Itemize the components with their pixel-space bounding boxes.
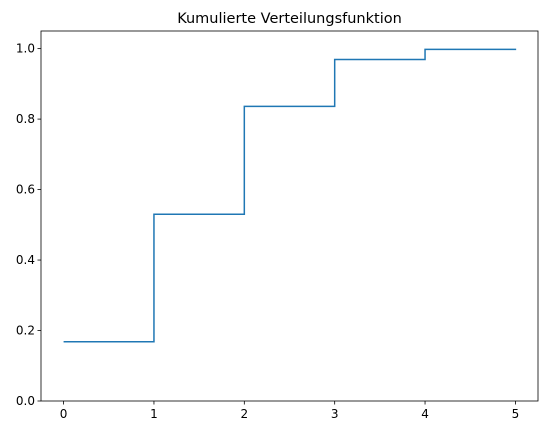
series-layer	[63, 48, 517, 343]
y-tick-label: 0.6	[16, 183, 35, 197]
y-tick-label: 0.2	[16, 324, 35, 338]
x-tick-label: 4	[421, 407, 429, 421]
x-tick-label: 1	[150, 407, 158, 421]
x-tick-label: 3	[331, 407, 339, 421]
x-tick-label: 2	[240, 407, 248, 421]
x-tick-label: 5	[512, 407, 520, 421]
plot-frame	[40, 30, 539, 402]
y-tick-label: 1.0	[16, 42, 35, 56]
x-axis: 0 1 2 3 4 5	[60, 401, 519, 421]
chart-title: Kumulierte Verteilungsfunktion	[177, 11, 402, 27]
y-tick-label: 0.8	[16, 112, 35, 126]
x-tick-label: 0	[60, 407, 68, 421]
y-tick-label: 0.0	[16, 394, 35, 408]
cdf-step-line	[63, 48, 517, 343]
y-axis: 0.0 0.2 0.4 0.6 0.8 1.0	[16, 42, 41, 408]
y-tick-label: 0.4	[16, 253, 35, 267]
